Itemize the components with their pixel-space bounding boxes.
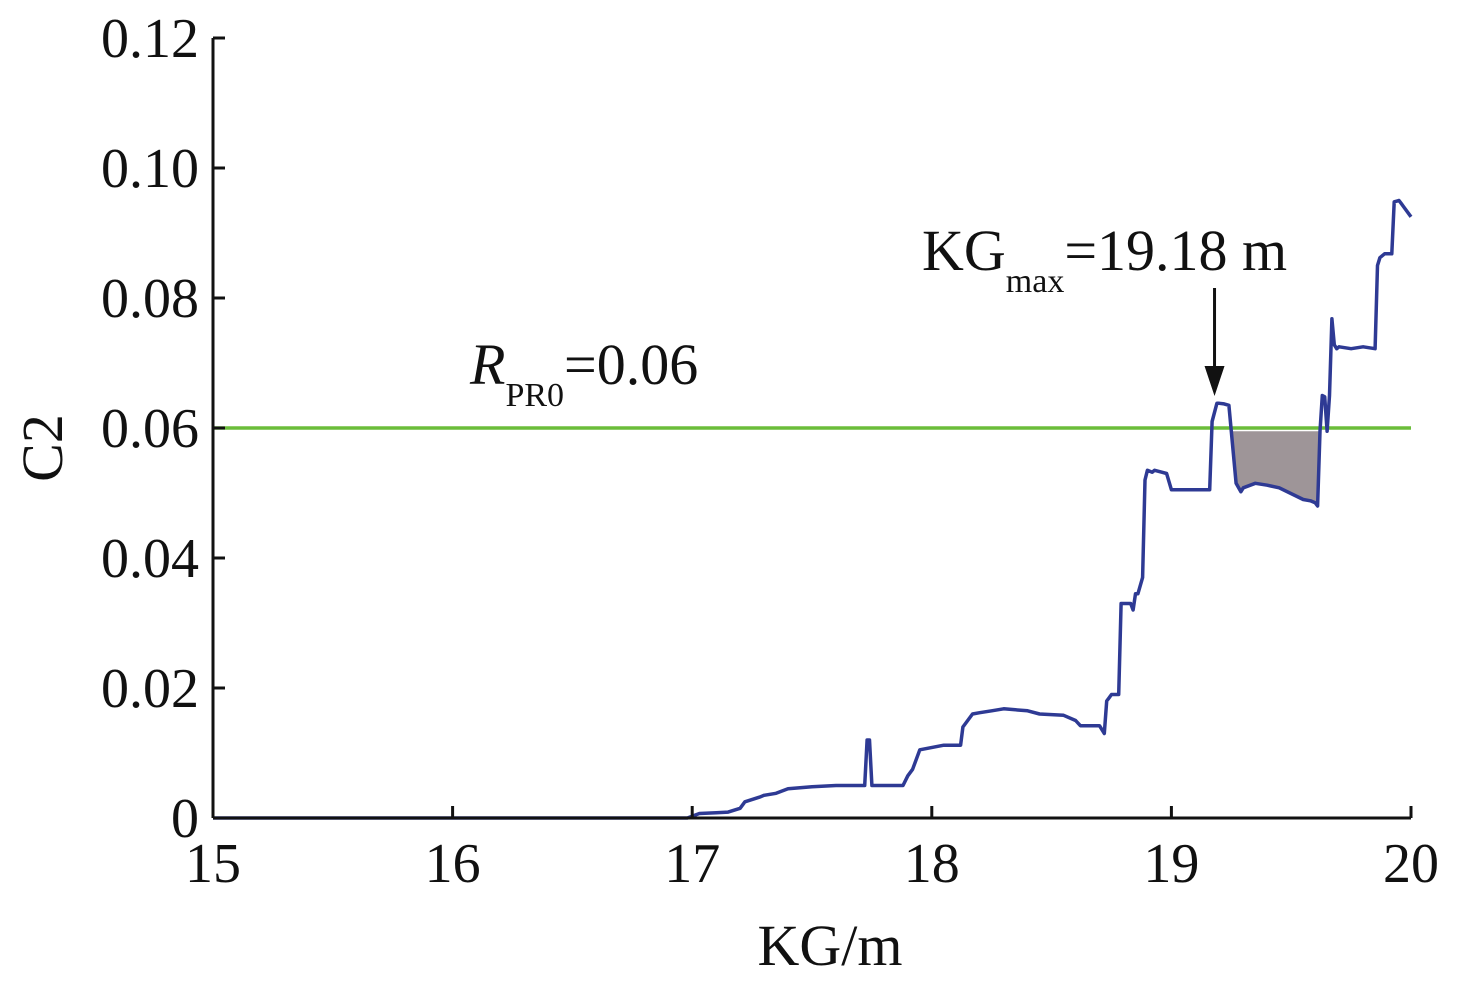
y-tick-label: 0.12: [101, 8, 199, 70]
series-line: [213, 198, 1413, 820]
threshold-label: RPR0=0.06: [469, 332, 698, 414]
y-axis-title: C2: [10, 414, 75, 482]
y-tick-label: 0.06: [101, 398, 199, 460]
kgmax-label-sub: max: [1006, 263, 1065, 300]
series-layer: [213, 198, 1413, 820]
kgmax-label-main: KG: [922, 218, 1006, 283]
threshold-label-main: R: [469, 332, 505, 397]
shaded-region: [1231, 431, 1320, 506]
x-tick-label: 16: [425, 833, 481, 895]
x-axis-title: KG/m: [758, 913, 903, 978]
x-tick-label: 15: [185, 833, 241, 895]
kgmax-arrow-head: [1204, 366, 1225, 396]
kgmax-label: KGmax=19.18 m: [922, 218, 1287, 300]
y-tick-label: 0.02: [101, 658, 199, 720]
x-tick-label: 17: [664, 833, 720, 895]
y-tick-label: 0.08: [101, 268, 199, 330]
x-tick-label: 19: [1143, 833, 1199, 895]
threshold-label-rest: =0.06: [564, 332, 698, 397]
y-tick-label: 0.10: [101, 138, 199, 200]
shaded-region-layer: [1231, 431, 1320, 506]
kgmax-label-rest: =19.18 m: [1064, 218, 1287, 283]
axes-layer: 0 0.02 0.04 0.06 0.08 0.10 0.12 15 16 17 18 19 20: [101, 8, 1439, 895]
annotation-layer: RPR0=0.06 KGmax=19.18 m: [469, 218, 1287, 414]
y-tick-label: 0: [171, 788, 199, 850]
x-tick-label: 20: [1383, 833, 1439, 895]
x-tick-label: 18: [904, 833, 960, 895]
y-tick-label: 0.04: [101, 528, 199, 590]
threshold-label-sub: PR0: [505, 377, 564, 414]
